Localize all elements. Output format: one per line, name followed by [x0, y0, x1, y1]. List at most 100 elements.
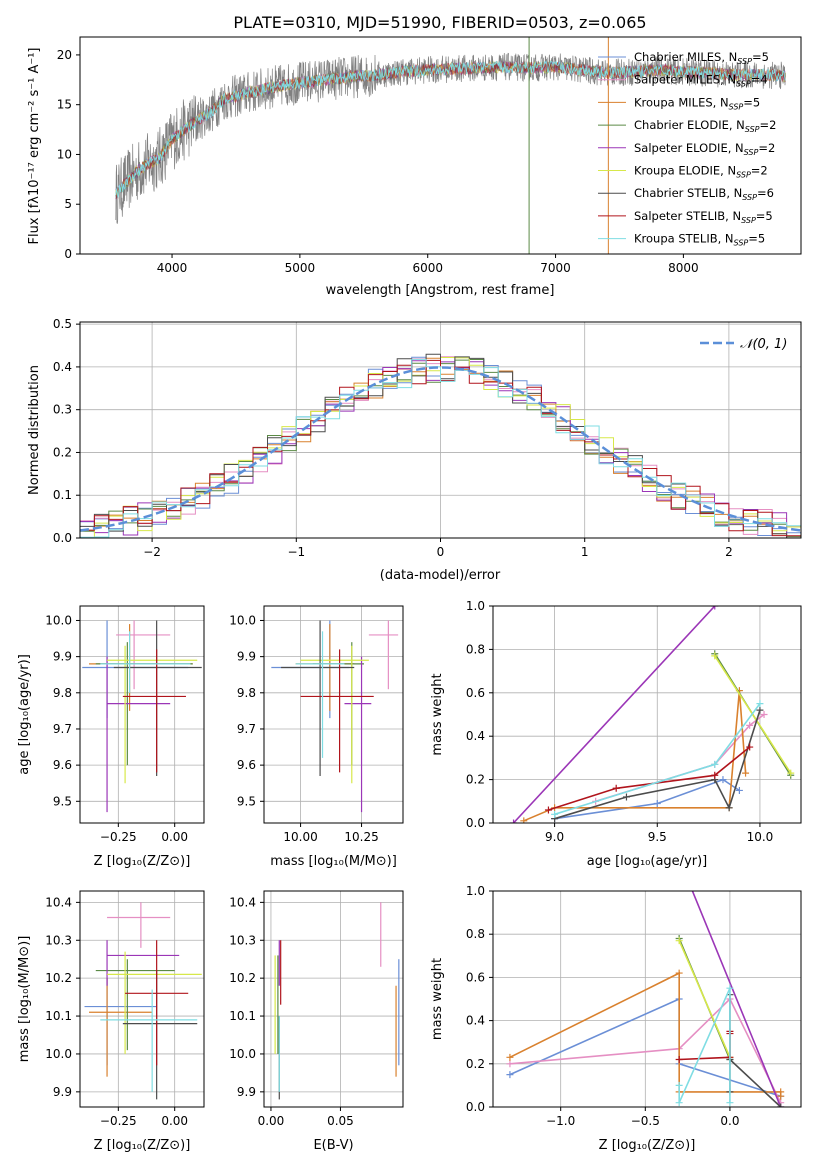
residual-ytick-label: 0.1 — [53, 488, 72, 502]
panel-xtick-label: 9.5 — [648, 830, 667, 844]
panel-xlabel: age [log₁₀(age/yr)] — [587, 854, 708, 869]
panel-ytick-label: 0.0 — [466, 1100, 485, 1114]
weight-point-marker — [742, 769, 750, 777]
spectrum-xtick-label: 6000 — [412, 261, 443, 275]
spectrum-ytick-label: 15 — [57, 98, 72, 112]
weight-point-marker — [675, 937, 683, 945]
spectrum-ticks: 4000 5000 6000 7000 8000 0 5 10 15 20 — [57, 48, 699, 275]
weight-vs-Z-panel: −1.0 −0.5 0.0 0.0 0.2 0.4 0.6 0.8 1.0 Z [log₁₀(Z/… — [430, 884, 802, 1153]
panel-xlabel: E(B-V) — [313, 1138, 353, 1153]
figure-title: PLATE=0310, MJD=51990, FIBERID=0503, z=0… — [233, 13, 646, 32]
spectrum-ytick-label: 0 — [64, 247, 72, 261]
legend-entry-label: Kroupa STELIB, NSSP=5 — [634, 232, 765, 248]
panel-plot-area — [80, 606, 204, 823]
panel-plot-area — [80, 891, 204, 1107]
panel-ytick-label: 0.0 — [466, 816, 485, 830]
legend-entry-label: Chabrier STELIB, NSSP=6 — [634, 186, 774, 202]
panel-ytick-label: 10.3 — [45, 933, 72, 947]
spectrum-frame — [79, 36, 802, 255]
age-vs-mass-panel: 10.00 10.25 9.5 9.6 9.7 9.8 9.9 10.0 mass [log₁₀… — [229, 605, 404, 869]
panel-ytick-label: 10.0 — [229, 613, 256, 627]
panel-ytick-label: 10.1 — [45, 1009, 72, 1023]
spectrum-ytick-label: 5 — [64, 197, 72, 211]
weight-point-marker — [622, 793, 630, 801]
panel-ytick-label: 9.8 — [237, 686, 256, 700]
panel-frame — [263, 605, 404, 824]
panel-ytick-label: 9.9 — [237, 1085, 256, 1099]
parameter-panels: −0.25 0.00 9.5 9.6 9.7 9.8 9.9 10.0 Z [log₁₀(Z/Z… — [17, 599, 802, 1153]
panel-frame — [79, 890, 205, 1108]
weight-point-marker — [711, 760, 719, 768]
panel-marks — [84, 902, 202, 1100]
weight-point-marker — [711, 771, 719, 779]
weight-point-marker — [551, 810, 559, 818]
spectrum-xtick-label: 5000 — [285, 261, 316, 275]
panel-xlabel: Z [log₁₀(Z/Z⊙)] — [94, 854, 191, 869]
panel-marks — [506, 891, 785, 1107]
weight-point-marker — [787, 769, 795, 777]
residual-ytick-label: 0.3 — [53, 403, 72, 417]
legend-entry-label: Salpeter MILES, NSSP=4 — [634, 73, 768, 89]
legend-entry-label: Kroupa ELODIE, NSSP=2 — [634, 164, 768, 180]
residual-xtick-label: 0 — [437, 545, 445, 559]
weight-point-marker — [506, 1060, 514, 1068]
residual-ytick-label: 0.4 — [53, 360, 72, 374]
panel-xlabel: mass [log₁₀(M/M⊙)] — [270, 854, 397, 869]
residual-legend: 𝒩(0, 1) — [700, 337, 787, 352]
weight-series-line — [509, 997, 782, 1104]
panel-ylabel: mass weight — [430, 958, 445, 1040]
panel-ytick-label: 1.0 — [466, 884, 485, 898]
panel-frame — [492, 605, 802, 824]
panel-ytick-label: 0.8 — [466, 927, 485, 941]
panel-ylabel: mass weight — [430, 673, 445, 755]
panel-xtick-label: 10.25 — [344, 830, 378, 844]
age-vs-Z-panel: −0.25 0.00 9.5 9.6 9.7 9.8 9.9 10.0 Z [log₁₀(Z/Z… — [17, 605, 205, 869]
weight-series-line — [548, 746, 751, 811]
legend-entry-label: Salpeter STELIB, NSSP=5 — [634, 209, 773, 225]
panel-xtick-label: 10.0 — [747, 830, 774, 844]
residual-ytick-label: 0.2 — [53, 445, 72, 459]
weight-point-marker — [735, 786, 743, 794]
panel-ytick-label: 9.9 — [53, 650, 72, 664]
weight-point-marker — [675, 1055, 683, 1063]
weight-point-marker — [777, 1092, 785, 1100]
panel-ytick-label: 9.7 — [53, 722, 72, 736]
weight-point-marker — [520, 817, 528, 823]
weight-series-line — [691, 891, 782, 1107]
residual-xtick-label: −1 — [287, 545, 305, 559]
residual-xlabel: (data-model)/error — [380, 568, 501, 583]
panel-xtick-label: −0.25 — [100, 830, 137, 844]
weight-series-line — [512, 606, 716, 823]
weight-point-marker — [711, 652, 719, 660]
panel-frame — [492, 890, 802, 1108]
legend-entry-label: Salpeter ELODIE, NSSP=2 — [634, 141, 775, 157]
spectrum-xtick-label: 4000 — [157, 261, 188, 275]
weight-point-marker — [746, 721, 754, 729]
weight-point-marker — [726, 1099, 734, 1107]
panel-ytick-label: 10.2 — [45, 971, 72, 985]
residual-ytick-label: 0.0 — [53, 531, 72, 545]
panel-ylabel: age [log₁₀(age/yr)] — [17, 654, 32, 775]
weight-point-marker — [506, 1053, 514, 1061]
residual-histograms — [80, 353, 801, 539]
spectrum-xtick-label: 8000 — [668, 261, 699, 275]
panel-frame — [79, 605, 205, 824]
residual-panel: −2 −1 0 1 2 0.0 0.1 0.2 0.3 0.4 0.5 (data-model)/e… — [27, 317, 802, 583]
weight-point-marker — [675, 969, 683, 977]
normal-curve — [79, 366, 802, 532]
weight-series-line — [678, 940, 731, 1058]
weight-point-marker — [510, 819, 518, 823]
panel-plot-area — [264, 606, 403, 823]
panel-ytick-label: 10.2 — [229, 971, 256, 985]
weight-point-marker — [506, 1071, 514, 1079]
panel-xtick-label: −1.0 — [546, 1114, 575, 1128]
panel-plot-area — [493, 891, 801, 1107]
panel-marks — [271, 620, 399, 813]
panel-ytick-label: 9.6 — [53, 758, 72, 772]
panel-ytick-label: 0.2 — [466, 773, 485, 787]
legend-entry-label: Chabrier ELODIE, NSSP=2 — [634, 118, 776, 134]
residual-ytick-label: 0.5 — [53, 317, 72, 331]
legend-entry-label: Chabrier MILES, NSSP=5 — [634, 50, 769, 66]
panel-ytick-label: 9.5 — [237, 794, 256, 808]
